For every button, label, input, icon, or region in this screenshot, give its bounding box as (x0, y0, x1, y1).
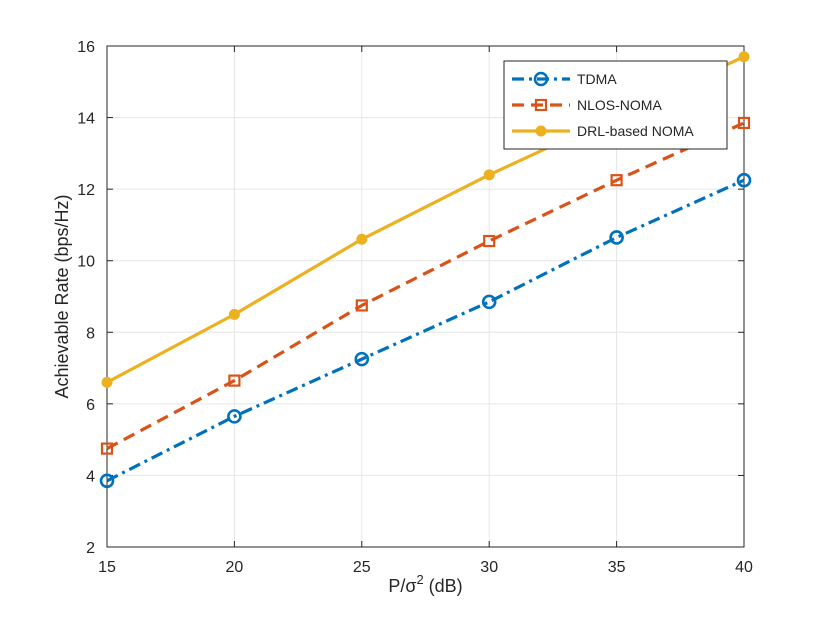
legend-item-tdma: TDMA (512, 71, 617, 87)
data-point-tdma (99, 473, 115, 489)
legend-label: NLOS-NOMA (577, 97, 662, 113)
data-point-tdma (227, 409, 242, 424)
data-point-nlos-noma (483, 234, 496, 248)
data-point-nlos-noma (355, 299, 368, 312)
data-point-drl-based-noma (228, 308, 240, 320)
data-point-tdma (354, 351, 370, 367)
y-tick-label: 2 (86, 540, 95, 557)
legend-swatch-marker (534, 98, 548, 112)
y-tick-label: 14 (77, 111, 95, 128)
data-point-nlos-noma (100, 442, 114, 455)
y-axis-title: Achievable Rate (bps/Hz) (52, 194, 72, 398)
x-tick-label: 25 (353, 559, 371, 576)
data-point-nlos-noma (610, 174, 623, 187)
series-tdma (99, 172, 752, 489)
series-line-nlos-noma (106, 121, 745, 451)
data-point-tdma (481, 294, 497, 310)
x-axis-title-suffix: (dB) (424, 576, 463, 596)
y-tick-label: 6 (86, 397, 95, 414)
legend-item-drl-based-noma: DRL-based NOMA (512, 123, 694, 139)
legend-swatch-marker (535, 125, 547, 137)
data-point-tdma (736, 172, 752, 188)
data-point-nlos-noma (228, 374, 241, 387)
x-tick-label: 40 (735, 559, 753, 576)
plot-frame (106, 45, 745, 548)
y-tick-label: 12 (77, 182, 95, 199)
y-tick-label: 4 (86, 468, 95, 485)
x-tick-label: 15 (98, 559, 116, 576)
x-axis-title-superscript: 2 (416, 572, 423, 587)
legend-label: DRL-based NOMA (577, 123, 694, 139)
x-tick-label: 35 (608, 559, 626, 576)
x-axis-title-main: P/σ (388, 576, 416, 596)
legend-entries: TDMA NLOS-NOMA DRL-based NOMA (512, 71, 694, 139)
legend-item-nlos-noma: NLOS-NOMA (512, 97, 662, 113)
data-point-drl-based-noma (483, 169, 495, 181)
x-tick-label: 30 (480, 559, 498, 576)
legend-label: TDMA (577, 71, 617, 87)
data-point-nlos-noma (737, 116, 751, 130)
data-point-drl-based-noma (356, 233, 368, 245)
legend: TDMA NLOS-NOMA DRL-based NOMA (503, 60, 728, 150)
series-line-tdma (106, 178, 745, 483)
series-nlos-noma (100, 116, 751, 455)
data-point-tdma (609, 230, 624, 245)
data-point-drl-based-noma (738, 51, 750, 63)
y-tick-label: 10 (77, 254, 95, 271)
y-tick-label: 8 (86, 325, 95, 342)
x-axis-title: P/σ2 (dB) (388, 572, 462, 596)
legend-swatch-marker (533, 71, 549, 87)
x-tick-label: 20 (226, 559, 244, 576)
data-point-drl-based-noma (101, 376, 113, 388)
y-tick-label: 16 (77, 39, 95, 56)
axis-ticks: 15 20 25 30 35 40 2 4 6 8 10 12 14 16 (77, 39, 753, 576)
